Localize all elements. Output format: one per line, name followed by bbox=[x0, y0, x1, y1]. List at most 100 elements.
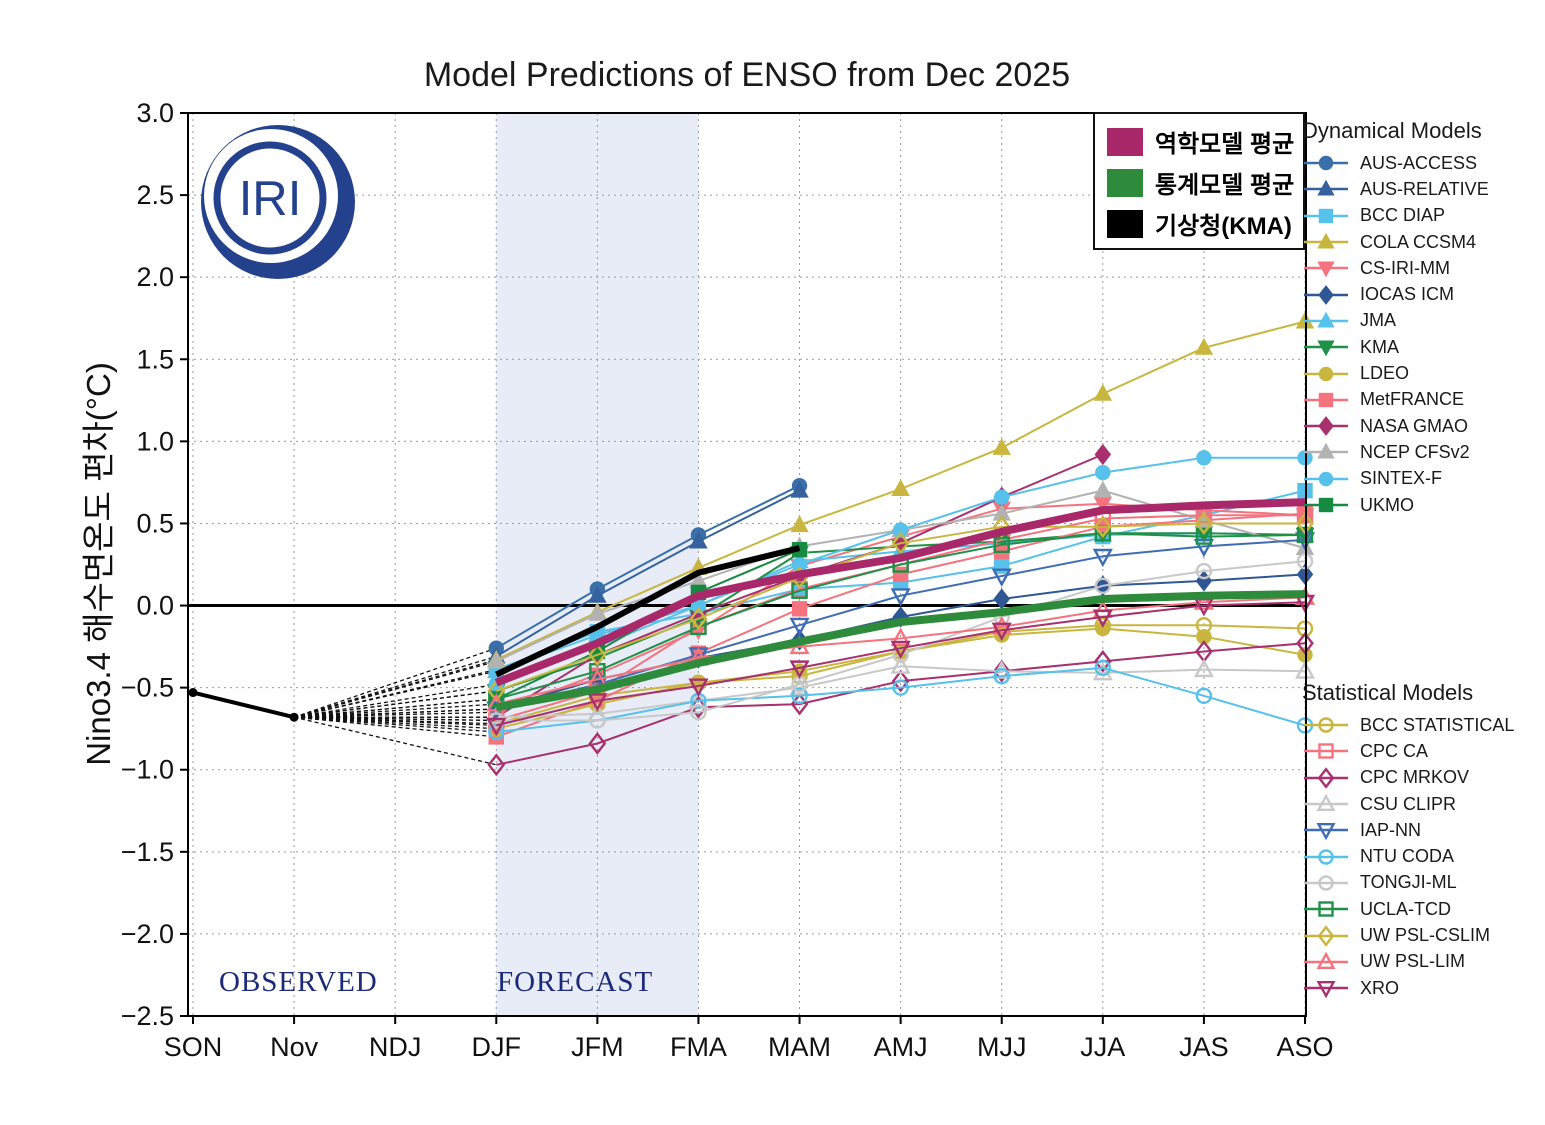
series-marker-SINTEX-F bbox=[1196, 450, 1212, 466]
series-line-AUS-ACCESS bbox=[495, 484, 800, 650]
y-tick-label: 1.0 bbox=[136, 426, 174, 456]
legend-marker bbox=[1316, 981, 1336, 999]
mean-legend-swatch bbox=[1107, 168, 1143, 197]
series-line-NTU CODA bbox=[496, 666, 1306, 733]
dynamical-models-legend: Dynamical Models AUS-ACCESS AUS-RELATIVE B… bbox=[1302, 118, 1542, 518]
legend-marker bbox=[1318, 497, 1334, 513]
legend-label: SINTEX-F bbox=[1360, 468, 1443, 489]
series-marker-XRO bbox=[890, 640, 911, 660]
series-marker-IAP-NN bbox=[991, 568, 1012, 587]
dynamical-mean-line bbox=[494, 498, 1306, 687]
legend-item-xro: XRO bbox=[1302, 975, 1542, 1001]
series-marker-UW PSL-CSLIM bbox=[487, 679, 506, 703]
legend-item-ukmo: UKMO bbox=[1302, 492, 1542, 518]
series-marker-AUS-RELATIVE bbox=[689, 531, 708, 549]
legend-marker bbox=[1317, 767, 1335, 789]
iri-logo: IRI bbox=[188, 116, 360, 288]
statistical-legend-header: Statistical Models bbox=[1302, 680, 1474, 705]
legend-label: NASA GMAO bbox=[1360, 415, 1469, 436]
legend-item-kma: KMA bbox=[1302, 334, 1542, 360]
series-marker-NASA GMAO bbox=[1094, 443, 1112, 466]
series-marker-XRO bbox=[1092, 609, 1113, 628]
legend-label: UKMO bbox=[1360, 494, 1414, 515]
legend-item-uw-psl-lim: UW PSL-LIM bbox=[1302, 949, 1542, 975]
square-marker-icon bbox=[1304, 208, 1348, 223]
series-marker-BCC STATISTICAL bbox=[1094, 617, 1112, 634]
legend-item-aus-access: AUS-ACCESS bbox=[1302, 150, 1542, 176]
y-tick-label: −0.5 bbox=[121, 673, 174, 703]
fan-line-CS-IRI-MM bbox=[294, 711, 497, 718]
mean-legend-swatch bbox=[1107, 127, 1143, 156]
series-marker-UCLA-TCD bbox=[1195, 528, 1213, 545]
series-marker-NTU CODA bbox=[993, 667, 1010, 685]
legend-marker bbox=[1317, 924, 1335, 947]
legend-item-cpc-ca: CPC CA bbox=[1302, 738, 1542, 764]
series-marker-UW PSL-CSLIM bbox=[891, 531, 910, 555]
legend-marker bbox=[1316, 823, 1336, 841]
triangle-down-marker-icon bbox=[1304, 981, 1348, 999]
legend-marker bbox=[1318, 717, 1334, 733]
series-marker-BCC STATISTICAL bbox=[1195, 617, 1213, 634]
legend-label: XRO bbox=[1360, 977, 1400, 998]
forecast-label: FORECAST bbox=[497, 966, 654, 998]
legend-label: IAP-NN bbox=[1360, 819, 1422, 840]
observed-point bbox=[289, 712, 299, 722]
legend-item-cola-ccsm4: COLA CCSM4 bbox=[1302, 229, 1542, 255]
series-marker-BCC DIAP bbox=[994, 558, 1010, 574]
iri-logo-ring bbox=[213, 141, 327, 255]
legend-marker bbox=[1318, 366, 1334, 381]
series-marker-NCEP CFSv2 bbox=[588, 603, 607, 621]
series-line-UCLA-TCD bbox=[496, 532, 1306, 701]
fan-line-SINTEX-F bbox=[293, 683, 497, 718]
series-marker-COLA CCSM4 bbox=[1093, 383, 1113, 401]
legend-label: CPC CA bbox=[1360, 740, 1429, 761]
fan-line-MetFRANCE bbox=[294, 716, 497, 738]
legend-label: BCC STATISTICAL bbox=[1360, 714, 1515, 735]
x-tick-label-DJF: DJF bbox=[472, 1032, 522, 1062]
x-tick-label-FMA: FMA bbox=[670, 1032, 727, 1062]
triangle-up-marker-icon bbox=[1304, 232, 1348, 249]
legend-marker bbox=[1318, 743, 1334, 760]
y-tick-label: 2.5 bbox=[136, 180, 174, 210]
series-line-UW PSL-CSLIM bbox=[495, 522, 1305, 692]
series-marker-CSU CLIPR bbox=[1193, 658, 1214, 678]
legend-label: AUS-RELATIVE bbox=[1360, 178, 1489, 199]
legend-label: JMA bbox=[1360, 310, 1396, 331]
diamond-marker-icon bbox=[1304, 924, 1348, 947]
triangle-up-marker-icon bbox=[1304, 180, 1348, 196]
y-tick-label: 3.0 bbox=[136, 98, 174, 128]
fan-line-UW PSL-LIM bbox=[294, 703, 497, 718]
square-marker-icon bbox=[1304, 901, 1348, 917]
square-marker-icon bbox=[1304, 497, 1348, 513]
diamond-marker-icon bbox=[1304, 416, 1348, 437]
y-tick-label: −1.0 bbox=[121, 755, 174, 785]
series-line-AUS-RELATIVE bbox=[495, 489, 800, 658]
series-marker-COLA CCSM4 bbox=[992, 438, 1011, 455]
series-marker-IAP-NN bbox=[1092, 548, 1113, 568]
legend-marker bbox=[1316, 793, 1336, 812]
fan-line-UW PSL-CSLIM bbox=[294, 690, 497, 718]
fan-line-TONGJI-ML bbox=[294, 716, 497, 722]
circle-marker-icon bbox=[1304, 717, 1348, 733]
series-marker-CPC MRKOV bbox=[992, 659, 1011, 683]
series-marker-CPC MRKOV bbox=[487, 753, 506, 777]
circle-marker-icon bbox=[1304, 366, 1348, 381]
kma-official-line bbox=[495, 545, 801, 678]
legend-item-cs-iri-mm: CS-IRI-MM bbox=[1302, 255, 1542, 281]
legend-label: BCC DIAP bbox=[1360, 205, 1446, 226]
legend-label: NCEP CFSv2 bbox=[1360, 441, 1470, 462]
series-marker-IAP-NN bbox=[1193, 538, 1214, 558]
series-marker-TONGJI-ML bbox=[589, 712, 606, 729]
series-marker-TONGJI-ML bbox=[690, 704, 707, 721]
x-tick-label-ASO: ASO bbox=[1276, 1032, 1333, 1062]
legend-item-aus-relative: AUS-RELATIVE bbox=[1302, 176, 1542, 202]
legend-marker bbox=[1318, 284, 1334, 305]
y-tick-label: −2.0 bbox=[121, 919, 174, 949]
series-marker-UW PSL-CSLIM bbox=[992, 515, 1011, 539]
legend-item-iap-nn: IAP-NN bbox=[1302, 817, 1542, 843]
legend-marker bbox=[1318, 392, 1334, 408]
mean-legend-item-0: 역학모델 평균 bbox=[1107, 121, 1303, 162]
series-marker-XRO bbox=[587, 693, 608, 712]
